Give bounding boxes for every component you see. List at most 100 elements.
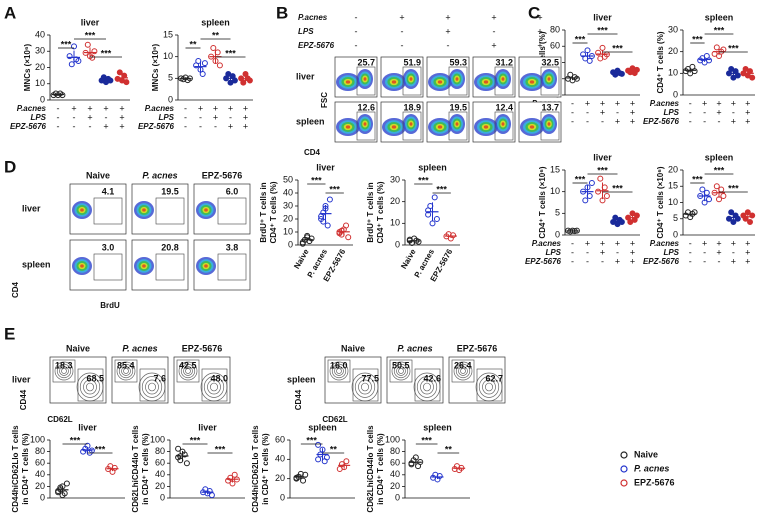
axis-title: MNCs (×10⁶) <box>151 43 160 91</box>
condition-sign: + <box>585 238 590 248</box>
condition-sign: - <box>355 40 358 50</box>
flow-gate <box>414 368 441 402</box>
flow-row-label: liver <box>22 203 41 213</box>
condition-name: LPS <box>298 27 314 36</box>
data-point <box>582 197 589 204</box>
data-point <box>175 445 182 452</box>
condition-sign: - <box>73 112 76 122</box>
sig-label: *** <box>436 184 447 194</box>
condition-sign: - <box>689 98 692 108</box>
y-tick-label: 15 <box>668 181 678 191</box>
legend-marker <box>620 479 628 487</box>
y-tick-label: 10 <box>550 186 560 196</box>
data-point <box>728 209 735 216</box>
y-tick-label: 80 <box>155 446 165 456</box>
flow-gate <box>389 359 413 383</box>
condition-sign: + <box>716 98 721 108</box>
legend-marker <box>620 465 628 473</box>
sig-label: *** <box>575 34 586 44</box>
condition-sign: + <box>630 256 635 266</box>
data-point <box>91 48 98 55</box>
flow-contour <box>458 366 468 376</box>
axis-title: CD4⁺ T cells (×10⁶) <box>538 166 547 238</box>
flow-gate <box>139 368 166 402</box>
y-tick-label: 20 <box>390 481 400 491</box>
condition-name: EPZ-5676 <box>643 257 680 266</box>
flow-column-label: P. acnes <box>397 343 432 353</box>
panel-letter: A <box>4 3 16 22</box>
condition-sign: - <box>732 107 735 117</box>
flow-density <box>501 122 505 126</box>
chart-title: liver <box>593 152 612 162</box>
flow-contour <box>185 368 191 374</box>
condition-sign: - <box>703 116 706 126</box>
data-point <box>599 44 606 51</box>
flow-column-label: EPZ-5676 <box>457 343 498 353</box>
sig-label: *** <box>329 184 340 194</box>
flow-contour <box>210 382 218 392</box>
y-tick-label: 30 <box>390 174 400 184</box>
y-tick-label: 40 <box>35 469 45 479</box>
sig-label: ** <box>330 444 338 454</box>
data-point <box>713 44 720 51</box>
condition-sign: - <box>73 121 76 131</box>
condition-sign: + <box>399 12 404 22</box>
y-tick-label: 0 <box>160 492 165 502</box>
condition-sign: - <box>616 247 619 257</box>
condition-sign: + <box>213 103 218 113</box>
flow-density <box>483 125 489 129</box>
condition-name: EPZ-5676 <box>525 257 562 266</box>
condition-sign: - <box>689 107 692 117</box>
flow-value: 4.1 <box>102 186 115 196</box>
data-point <box>107 77 114 84</box>
flow-density <box>547 122 551 126</box>
data-point <box>216 62 223 69</box>
flow-column-label: P. acnes <box>142 170 177 180</box>
y-tick-label: 40 <box>283 187 293 197</box>
condition-name: LPS <box>158 113 174 122</box>
y-tick-label: 0 <box>280 492 285 502</box>
sig-label: ** <box>189 39 197 49</box>
data-point <box>315 441 322 448</box>
data-point <box>123 79 130 86</box>
data-point <box>323 454 330 461</box>
condition-sign: + <box>630 107 635 117</box>
y-tick-label: 20 <box>35 62 45 72</box>
condition-sign: - <box>199 121 202 131</box>
y-tick-label: 30 <box>283 200 293 210</box>
condition-sign: + <box>71 103 76 113</box>
flow-contour <box>482 379 496 395</box>
flow-density <box>391 125 397 129</box>
condition-sign: + <box>731 238 736 248</box>
category-label: Naive <box>292 247 311 270</box>
condition-sign: + <box>119 112 124 122</box>
data-point <box>595 49 602 56</box>
y-tick-label: 40 <box>275 454 285 464</box>
y-tick-label: 60 <box>35 458 45 468</box>
data-point <box>618 70 625 77</box>
sig-label: *** <box>70 435 81 445</box>
condition-sign: + <box>630 98 635 108</box>
condition-sign: + <box>615 116 620 126</box>
data-point <box>343 458 350 465</box>
condition-sign: + <box>491 12 496 22</box>
condition-sign: + <box>615 238 620 248</box>
data-point <box>116 69 123 76</box>
flow-contour <box>183 366 193 376</box>
axis-title: in CD4⁺ T cells (%) <box>376 433 385 505</box>
chart-title: liver <box>81 17 100 27</box>
flow-gate <box>52 359 76 383</box>
flow-contour <box>398 368 404 374</box>
data-point <box>408 239 415 246</box>
flow-value: 12.4 <box>495 102 513 112</box>
axis-title: CD44hiCD62Llo T cells <box>251 425 260 513</box>
flow-value: 50.5 <box>392 360 410 370</box>
condition-name: EPZ-5676 <box>10 122 47 131</box>
chart-title: liver <box>198 422 217 432</box>
chart-title: spleen <box>308 422 337 432</box>
flow-gate <box>356 111 376 141</box>
axis-title: CD44hiCD62Llo T cells <box>11 425 20 513</box>
condition-sign: - <box>601 116 604 126</box>
flow-contour <box>336 368 342 374</box>
